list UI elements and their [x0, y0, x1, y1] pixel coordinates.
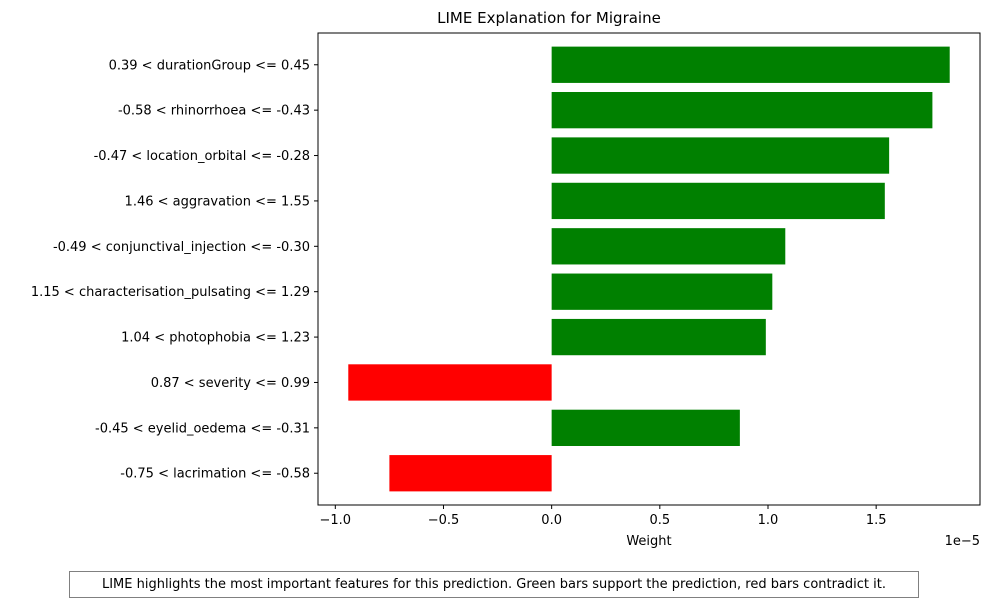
x-ticks: −1.0 −0.5 0.0 0.5 1.0 1.5 [320, 505, 887, 528]
y-tick-labels: 0.39 < durationGroup <= 0.45 -0.58 < rhin… [31, 58, 318, 482]
y-tick-label: 0.87 < severity <= 0.99 [151, 376, 310, 391]
y-tick-label: -0.45 < eyelid_oedema <= -0.31 [95, 421, 310, 436]
y-tick-label: 1.15 < characterisation_pulsating <= 1.2… [31, 285, 310, 300]
bar [551, 137, 890, 174]
x-tick-label: −1.0 [320, 513, 352, 528]
x-tick-label: 0.0 [541, 513, 562, 528]
bar [551, 92, 933, 129]
x-tick-label: 1.5 [866, 513, 887, 528]
bar [551, 273, 773, 310]
x-tick-label: 0.5 [649, 513, 670, 528]
bars-group [348, 46, 950, 492]
x-axis-scale-label: 1e−5 [945, 534, 980, 549]
y-tick-label: -0.75 < lacrimation <= -0.58 [120, 467, 310, 482]
bar [551, 318, 766, 356]
bar [551, 228, 786, 265]
bar [551, 46, 950, 83]
y-tick-label: -0.58 < rhinorrhoea <= -0.43 [118, 104, 310, 119]
y-tick-label: 1.46 < aggravation <= 1.55 [125, 194, 310, 209]
chart-title: LIME Explanation for Migraine [437, 9, 661, 27]
bar [348, 364, 552, 401]
x-tick-label: −0.5 [428, 513, 460, 528]
y-tick-label: -0.47 < location_orbital <= -0.28 [94, 149, 310, 164]
bar [551, 182, 885, 220]
bar [551, 409, 740, 446]
caption-box: LIME highlights the most important featu… [69, 571, 919, 598]
y-tick-label: 0.39 < durationGroup <= 0.45 [109, 58, 310, 73]
caption-text: LIME highlights the most important featu… [101, 577, 887, 592]
x-axis-label: Weight [626, 534, 671, 549]
y-tick-label: 1.04 < photophobia <= 1.23 [121, 331, 310, 346]
x-tick-label: 1.0 [758, 513, 779, 528]
plot-frame [317, 32, 981, 506]
y-tick-label: -0.49 < conjunctival_injection <= -0.30 [53, 240, 310, 255]
bar [389, 455, 552, 492]
